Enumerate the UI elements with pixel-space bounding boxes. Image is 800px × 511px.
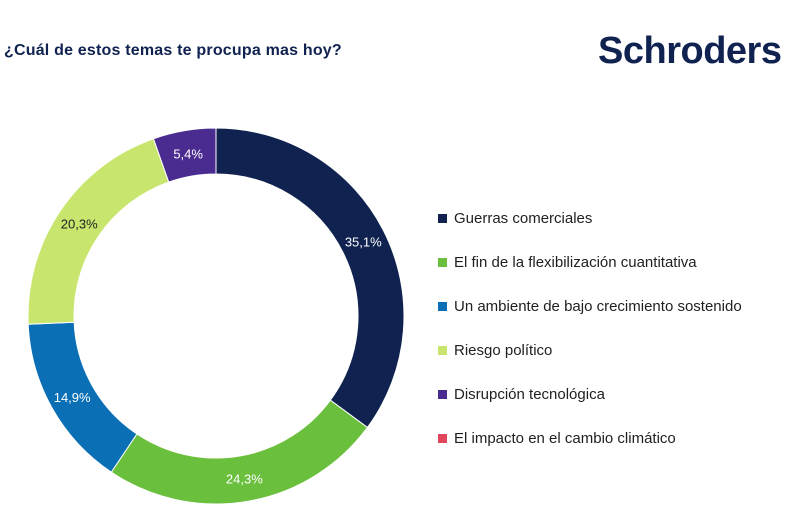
slice-label-4: 5,4% bbox=[173, 146, 203, 161]
legend-swatch-2 bbox=[438, 301, 447, 311]
legend-swatch-5 bbox=[438, 433, 447, 443]
legend-item-3: Riesgo político bbox=[438, 328, 742, 372]
legend-item-1: El fin de la flexibilización cuantitativ… bbox=[438, 240, 742, 284]
legend-label-5: El impacto en el cambio climático bbox=[454, 429, 676, 447]
slice-4 bbox=[152, 127, 217, 183]
slice-label-1: 24,3% bbox=[226, 472, 263, 487]
legend-swatch-3 bbox=[438, 345, 447, 355]
legend-item-2: Un ambiente de bajo crecimiento sostenid… bbox=[438, 284, 742, 328]
legend-item-4: Disrupción tecnológica bbox=[438, 372, 742, 416]
legend-label-4: Disrupción tecnológica bbox=[454, 385, 605, 403]
donut-chart: 35,1% 24,3% 14,9% 20,3% 5,4% bbox=[27, 127, 405, 505]
chart-legend: Guerras comerciales El fin de la flexibil… bbox=[438, 196, 742, 460]
legend-label-2: Un ambiente de bajo crecimiento sostenid… bbox=[454, 297, 742, 315]
legend-label-0: Guerras comerciales bbox=[454, 209, 593, 227]
chart-title: ¿Cuál de estos temas te procupa mas hoy? bbox=[4, 42, 342, 59]
schroders-logo: Schroders bbox=[598, 30, 782, 72]
legend-swatch-0 bbox=[438, 213, 447, 223]
slice-label-0: 35,1% bbox=[345, 235, 382, 250]
slice-label-2: 14,9% bbox=[54, 390, 91, 405]
legend-item-0: Guerras comerciales bbox=[438, 196, 742, 240]
slice-1 bbox=[110, 399, 369, 505]
slice-3 bbox=[27, 138, 170, 325]
legend-item-5: El impacto en el cambio climático bbox=[438, 416, 742, 460]
legend-swatch-1 bbox=[438, 257, 447, 267]
slice-0 bbox=[215, 127, 405, 429]
legend-label-1: El fin de la flexibilización cuantitativ… bbox=[454, 253, 697, 271]
legend-label-3: Riesgo político bbox=[454, 341, 553, 359]
slice-label-3: 20,3% bbox=[61, 217, 98, 232]
legend-swatch-4 bbox=[438, 389, 447, 399]
